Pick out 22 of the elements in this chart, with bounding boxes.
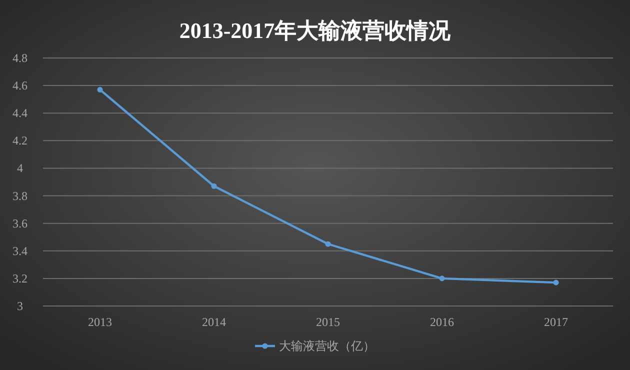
x-tick-label: 2014 <box>202 315 226 329</box>
y-tick-label: 4.2 <box>12 134 28 148</box>
legend-label: 大输液营收（亿） <box>279 339 375 353</box>
chart-title: 2013-2017年大输液营收情况 <box>179 18 452 43</box>
y-tick-label: 4 <box>17 161 23 176</box>
point <box>211 183 217 189</box>
point <box>439 276 445 282</box>
x-tick-label: 2016 <box>430 315 454 329</box>
y-tick-label: 3 <box>17 299 23 313</box>
y-tick-label: 4.4 <box>12 106 28 120</box>
y-tick-label: 3.4 <box>12 244 28 258</box>
y-tick-label: 4.8 <box>12 51 28 65</box>
point <box>325 241 331 247</box>
x-tick-label: 2017 <box>544 315 568 329</box>
y-tick-label: 3.6 <box>12 216 28 230</box>
y-tick-label: 3.8 <box>12 188 28 203</box>
y-tick-label: 3.2 <box>12 271 28 286</box>
x-tick-label: 2015 <box>316 315 340 329</box>
x-tick-label: 2013 <box>88 315 112 329</box>
y-tick-label: 4.6 <box>12 78 28 93</box>
point <box>97 86 103 92</box>
point <box>553 280 559 286</box>
